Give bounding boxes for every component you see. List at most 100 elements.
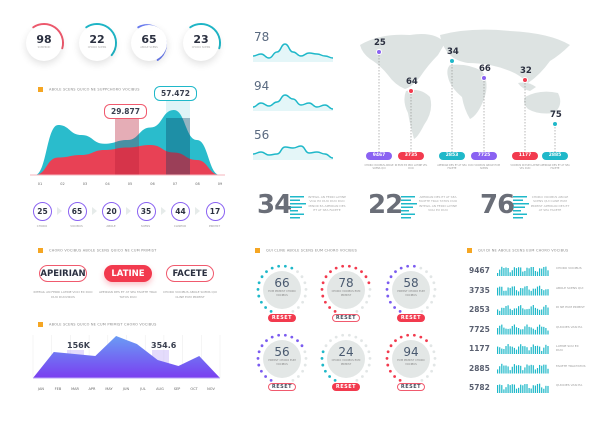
reset-button[interactable]: RESET: [268, 383, 296, 391]
dial-dot: [257, 281, 261, 285]
mini-bar: [497, 309, 499, 315]
dial-dot: [355, 378, 359, 382]
arrow-icon: [195, 207, 200, 215]
mini-bar: [547, 289, 549, 296]
sparkline-value: 56: [254, 128, 270, 142]
dial-dot: [406, 333, 410, 337]
dial-dot: [360, 339, 363, 343]
dial-dot: [257, 363, 261, 367]
month-label: AUG: [156, 387, 164, 391]
dial: 56 PRIMIST CHORO EUM VOCIBUS: [263, 340, 301, 378]
mini-bar: [497, 369, 499, 374]
dial-dot: [283, 333, 287, 337]
dial-dot: [347, 333, 351, 337]
dial-dot: [321, 281, 325, 285]
mini-bar: [532, 344, 534, 354]
gauge-value: 98: [36, 33, 52, 46]
mini-bar: [501, 307, 503, 315]
gauge-arc: [85, 23, 117, 57]
mini-bar: [513, 364, 515, 374]
mini-bar: [515, 349, 518, 354]
mini-bar: [505, 328, 507, 335]
mini-bar: [515, 308, 518, 315]
pin-description: CHORO VOCIBUS ABOLE SCENS QUI: [364, 164, 394, 171]
dial-dot: [341, 333, 345, 337]
dial-dot: [354, 266, 358, 270]
mini-bar: [501, 348, 503, 354]
map-pin-icon[interactable]: [376, 49, 382, 55]
dial-dot: [420, 309, 424, 313]
dial-value: 94: [403, 345, 419, 359]
dial-dot: [304, 288, 308, 291]
pills-legend: CHORO VOCIBUS ABOLE SCENS QUICO NE CUM P…: [38, 248, 157, 253]
big-stat-text: INTEGIL AN FERRI LATINE VOLI EX DUO DUO …: [308, 195, 346, 212]
reset-button[interactable]: RESET: [332, 383, 360, 391]
dial-dot: [320, 357, 324, 360]
mini-bar: [534, 346, 536, 354]
map-pin-icon[interactable]: [552, 121, 558, 127]
arrow-icon: [91, 207, 97, 215]
dial-dot: [341, 264, 345, 268]
mini-bar: [507, 384, 509, 393]
dial-value: 24: [338, 345, 354, 359]
map-pin-icon[interactable]: [481, 75, 487, 81]
dial-dot: [290, 335, 294, 339]
mini-bar: [536, 368, 539, 374]
reset-button[interactable]: RESET: [397, 383, 425, 391]
month-area: [33, 336, 220, 378]
mini-bar: [541, 350, 543, 354]
big-stat-text: APEIRIAN DES ET AT SEA FACETE TRAC TATOS…: [418, 195, 458, 212]
x-tick-label: 02: [60, 182, 65, 186]
step-label: SCENS: [140, 224, 151, 228]
option-pill-facete[interactable]: FACETE: [166, 265, 214, 282]
option-pill-latine[interactable]: LATINE: [104, 265, 152, 282]
option-pill-apeirian[interactable]: APEIRIAN: [39, 265, 87, 282]
mini-bar: [511, 286, 513, 296]
stat-bar: [290, 206, 302, 208]
dial-dot: [329, 339, 332, 343]
mini-bar: [511, 366, 513, 374]
dial-dot: [365, 369, 369, 373]
mini-bar: [499, 347, 501, 354]
dial-sublabel: EUM PRIMIST CHORO VOCIBUS: [397, 359, 425, 366]
mini-bar: [536, 308, 539, 315]
mini-bar: [520, 384, 522, 393]
option-description: INTEGIL AN FERRI LATINE VOCI EX DUO DUO …: [33, 290, 93, 299]
month-label-354: 354.6: [151, 341, 177, 350]
dial-dot: [394, 339, 397, 343]
pin-pill: 7725: [471, 152, 497, 160]
dial-dot: [260, 344, 264, 348]
x-tick-label: 03: [82, 182, 88, 186]
dial-dot: [324, 344, 328, 348]
mini-bar: [539, 324, 541, 335]
dial-dot: [297, 375, 300, 378]
dial-dot: [367, 294, 371, 298]
mini-bar: [528, 326, 530, 335]
reset-button[interactable]: RESET: [268, 314, 296, 322]
dial-dot: [256, 357, 260, 360]
mini-bar: [520, 288, 522, 296]
mini-bar: [528, 365, 530, 374]
reset-button[interactable]: RESET: [332, 314, 360, 322]
stat-bar: [290, 199, 300, 201]
mini-bar: [522, 308, 524, 315]
sparkline: [252, 94, 334, 110]
stat-bar: [401, 210, 409, 212]
sparkline: [252, 43, 334, 59]
map-pin-icon[interactable]: [449, 58, 455, 64]
mini-bar: [534, 270, 536, 276]
map-pin-icon[interactable]: [522, 77, 528, 83]
mini-bar: [528, 268, 530, 276]
mini-bar: [507, 328, 509, 335]
x-tick-label: 04: [105, 182, 110, 186]
mini-bar: [513, 347, 515, 354]
reset-button[interactable]: RESET: [397, 314, 425, 322]
dial-dot: [301, 300, 305, 304]
map-pin-icon[interactable]: [408, 88, 414, 94]
mini-bar: [509, 346, 511, 354]
mini-bar: [505, 365, 507, 374]
mini-bar: [541, 365, 543, 374]
kpi-gauge: 65 ABOLE SCENS: [131, 25, 167, 61]
dial-dot: [277, 333, 281, 337]
dial-dot: [430, 300, 434, 304]
